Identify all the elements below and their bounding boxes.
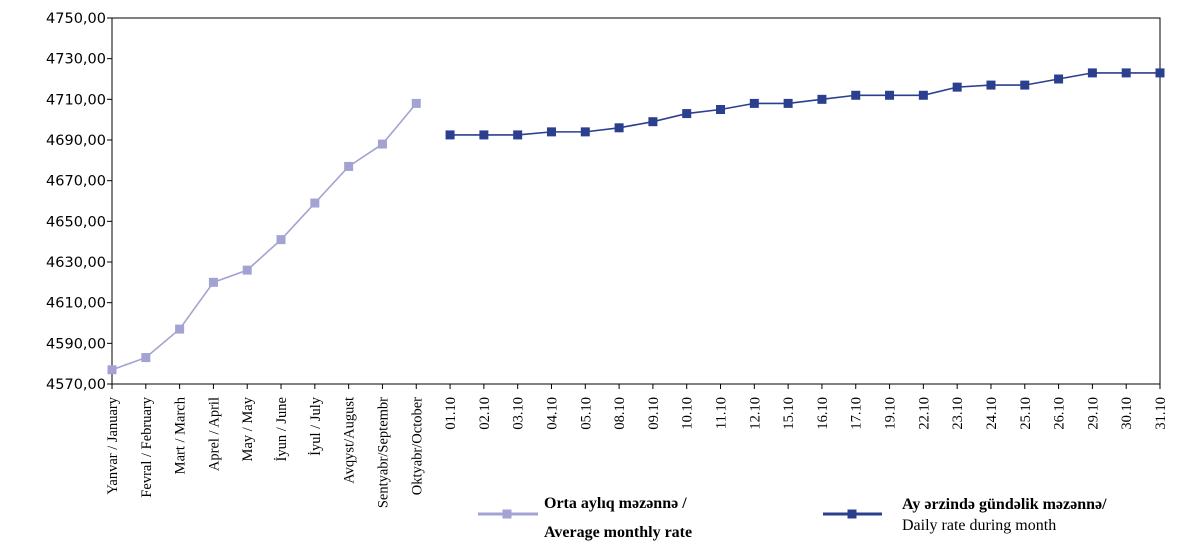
x-tick-label: İyun / June [274, 397, 290, 461]
legend-label-daily-line2: Daily rate during month [902, 517, 1056, 534]
data-point [377, 139, 387, 149]
data-point [107, 365, 117, 375]
y-tick-label: 4670,00 [46, 174, 106, 190]
x-tick-label: Avqyst/August [342, 397, 358, 484]
x-tick-label: 23.10 [950, 397, 966, 430]
y-tick-label: 4750,00 [46, 11, 106, 27]
x-tick-label: 15.10 [781, 397, 797, 430]
x-tick-label: 04.10 [544, 397, 560, 430]
x-tick-label: 22.10 [916, 397, 932, 430]
data-point [141, 353, 151, 363]
axes [111, 17, 1161, 385]
data-point [749, 98, 759, 108]
data-point [1155, 68, 1165, 78]
x-tick-label: 03.10 [511, 397, 527, 430]
x-tick-label: Aprel / April [206, 397, 222, 471]
x-tick-label: May / May [240, 396, 256, 461]
y-axis-ticks: 4570,00 4590,00 4610,00 4630,00 4650,00 4670,… [46, 11, 112, 393]
legend-label-monthly-line2: Average monthly rate [544, 524, 692, 541]
x-tick-label: 31.10 [1153, 397, 1169, 430]
series-monthly [107, 98, 421, 375]
x-tick-label: 30.10 [1119, 397, 1135, 430]
data-point [716, 105, 726, 114]
series-line [450, 72, 1160, 136]
series-line [111, 102, 417, 371]
legend-label-daily-line1: Ay ərzində gündəlik məzənnə/ [902, 496, 1107, 513]
data-point [851, 90, 861, 100]
x-tick-label: 10.10 [680, 397, 696, 430]
legend: Orta aylıq məzənnə / Average monthly rat… [478, 495, 1107, 541]
data-point [445, 130, 455, 140]
x-tick-label: 09.10 [646, 397, 662, 430]
data-point [411, 98, 421, 108]
data-point [513, 130, 523, 140]
x-tick-label: İyul / July [308, 396, 324, 456]
series-layer [107, 68, 1165, 375]
y-tick-label: 4650,00 [46, 214, 106, 230]
data-point [885, 90, 895, 100]
x-tick-label: 02.10 [477, 397, 493, 430]
plot-frame [111, 17, 1161, 385]
data-point [817, 94, 827, 104]
x-tick-label: 08.10 [612, 397, 628, 430]
data-point [1087, 68, 1097, 78]
y-tick-label: 4630,00 [46, 255, 106, 271]
x-tick-label: Fevral / February [139, 396, 155, 497]
legend-marker-monthly [502, 509, 512, 519]
data-point [1020, 80, 1030, 90]
x-tick-label: 26.10 [1052, 397, 1068, 430]
data-point [479, 130, 489, 140]
x-tick-label: 25.10 [1018, 397, 1034, 430]
x-tick-label: Yanvar / January [105, 396, 121, 494]
y-tick-label: 4590,00 [46, 336, 106, 352]
data-point [918, 90, 928, 100]
data-point [242, 265, 252, 275]
y-tick-label: 4570,00 [46, 377, 106, 393]
data-point [344, 161, 354, 171]
data-point [614, 123, 624, 133]
x-tick-label: 29.10 [1085, 397, 1101, 430]
series-daily [445, 68, 1165, 140]
x-tick-label: 01.10 [443, 397, 459, 430]
y-tick-label: 4730,00 [46, 52, 106, 68]
data-point [952, 82, 962, 92]
x-tick-label: 12.10 [747, 397, 763, 430]
data-point [546, 127, 556, 137]
y-tick-label: 4610,00 [46, 296, 106, 312]
x-tick-label: 11.10 [714, 397, 730, 429]
data-point [783, 98, 793, 108]
data-point [682, 109, 692, 119]
x-tick-label: Sentyabr/Septembr [375, 397, 391, 508]
x-axis-ticks: Yanvar / January Fevral / February Mart / … [105, 384, 1169, 508]
legend-label-monthly-line1: Orta aylıq məzənnə / [544, 495, 687, 512]
x-tick-label: Oktyabr/October [409, 397, 425, 495]
x-tick-label: 05.10 [578, 397, 594, 430]
data-point [1121, 68, 1131, 78]
x-tick-label: Mart / March [173, 396, 189, 474]
data-point [1054, 74, 1064, 84]
legend-marker-daily [847, 509, 857, 519]
x-tick-label: 17.10 [849, 397, 865, 430]
x-tick-label: 24.10 [984, 397, 1000, 430]
data-point [276, 235, 286, 245]
y-tick-label: 4690,00 [46, 133, 106, 149]
x-tick-label: 19.10 [883, 397, 899, 430]
y-tick-label: 4710,00 [46, 92, 106, 108]
data-point [310, 198, 320, 208]
data-point [208, 277, 218, 287]
data-point [580, 127, 590, 137]
data-point [986, 80, 996, 90]
data-point [175, 324, 185, 334]
data-point [648, 117, 658, 127]
x-tick-label: 16.10 [815, 397, 831, 430]
